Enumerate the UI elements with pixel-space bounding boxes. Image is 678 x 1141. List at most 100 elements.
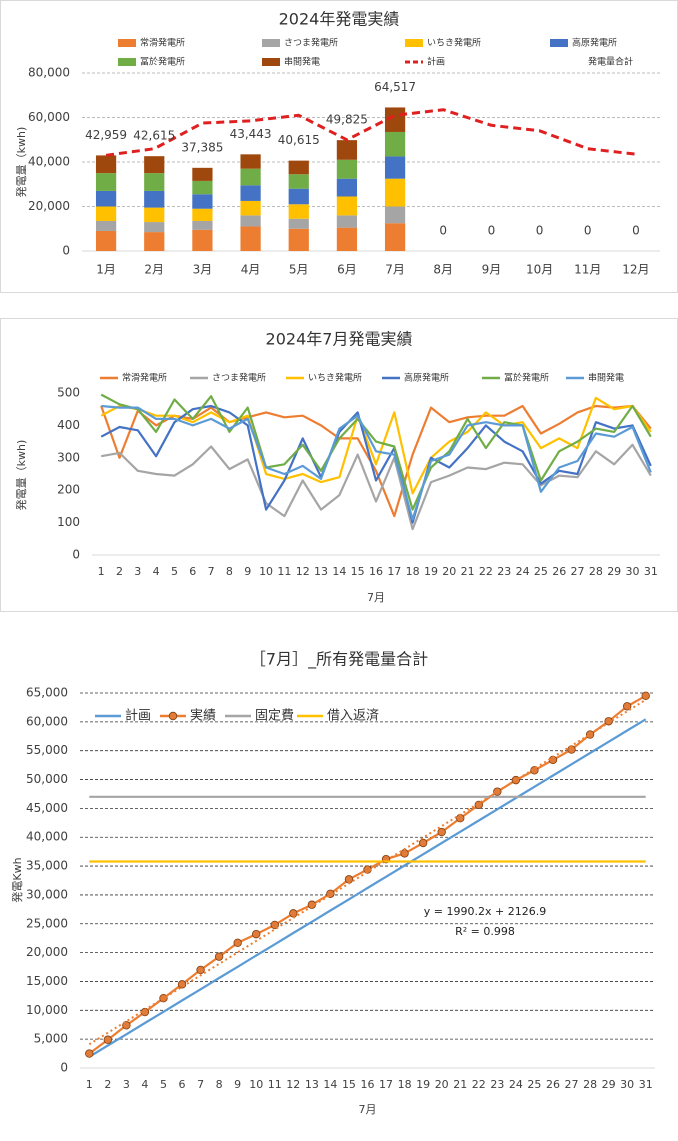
x-tick-label: 24 xyxy=(509,1078,523,1091)
bar-segment xyxy=(240,226,261,251)
data-point xyxy=(474,800,483,810)
legend-label: いちき発電所 xyxy=(308,372,362,384)
x-tick-label: 21 xyxy=(461,565,475,578)
bar-segment xyxy=(192,229,213,251)
x-tick-label: 8月 xyxy=(433,263,453,277)
data-point xyxy=(437,827,446,837)
data-point xyxy=(177,980,187,989)
y-tick-label: 5,000 xyxy=(34,1032,68,1046)
legend-label: さつま発電所 xyxy=(212,372,266,384)
x-tick-label: 27 xyxy=(571,565,585,578)
data-label: 42,615 xyxy=(133,129,175,143)
legend-swatch xyxy=(118,39,136,47)
data-point xyxy=(159,993,168,1003)
data-label: 0 xyxy=(439,224,447,238)
x-tick-label: 17 xyxy=(387,565,401,578)
legend-label: 計画 xyxy=(125,708,151,724)
legend-label: 串間発電 xyxy=(588,372,624,384)
x-tick-label: 2月 xyxy=(144,263,164,277)
bar-segment xyxy=(384,178,406,207)
legend-swatch xyxy=(118,58,136,66)
y-tick-label: 60,000 xyxy=(26,714,68,728)
x-tick-label: 1 xyxy=(86,1078,93,1091)
data-point xyxy=(196,965,205,975)
y-tick-label: 35,000 xyxy=(26,859,68,873)
legend-label: 高原発電所 xyxy=(572,37,617,49)
data-label: 0 xyxy=(584,224,592,238)
data-label: 42,959 xyxy=(85,128,127,142)
x-tick-label: 25 xyxy=(534,565,548,578)
x-tick-label: 10月 xyxy=(526,263,553,277)
x-tick-label: 2 xyxy=(116,565,123,578)
bar-segment xyxy=(95,230,117,251)
legend-label: 冨於発電所 xyxy=(504,372,549,384)
x-tick-label: 20 xyxy=(435,1078,449,1091)
x-tick-label: 3 xyxy=(123,1078,130,1091)
x-tick-label: 28 xyxy=(589,565,603,578)
x-axis-label: 7月 xyxy=(359,1103,377,1116)
data-label: 0 xyxy=(488,224,496,238)
x-tick-label: 18 xyxy=(398,1078,412,1091)
line-series xyxy=(101,443,652,531)
legend-label: 串間発電 xyxy=(284,56,320,68)
bar-segment xyxy=(336,159,358,179)
bar-segment xyxy=(384,156,406,179)
y-tick-label: 20,000 xyxy=(28,199,70,213)
line-series xyxy=(100,404,652,524)
data-label: 64,517 xyxy=(374,80,416,94)
bar-segment xyxy=(288,188,309,205)
trendline-equation: y = 1990.2x + 2126.9 xyxy=(424,905,546,918)
legend-swatch xyxy=(550,39,568,47)
data-label: 0 xyxy=(632,224,640,238)
x-tick-label: 22 xyxy=(479,565,493,578)
x-tick-label: 7月 xyxy=(385,263,405,277)
x-tick-label: 17 xyxy=(379,1078,393,1091)
data-point xyxy=(252,929,261,939)
x-tick-label: 4 xyxy=(153,565,160,578)
x-tick-label: 7 xyxy=(197,1078,204,1091)
x-tick-label: 2 xyxy=(104,1078,111,1091)
data-point xyxy=(85,1049,94,1058)
bar-segment xyxy=(288,218,309,229)
bar-segment xyxy=(192,208,213,221)
bar-segment xyxy=(288,204,309,219)
x-tick-label: 9 xyxy=(234,1078,241,1091)
data-label: 0 xyxy=(536,224,544,238)
bar-segment xyxy=(192,194,213,209)
x-tick-label: 5月 xyxy=(289,263,309,277)
line-series xyxy=(88,694,647,1055)
bar-segment xyxy=(95,155,117,174)
y-tick-label: 40,000 xyxy=(26,830,68,844)
data-label: 40,615 xyxy=(278,133,320,147)
bar-segment xyxy=(288,228,309,251)
y-tick-label: 20,000 xyxy=(26,945,68,959)
data-point xyxy=(289,909,298,918)
bar-segment xyxy=(144,207,165,223)
bar-segment xyxy=(336,215,358,228)
data-point xyxy=(233,938,242,948)
data-point xyxy=(585,730,595,739)
x-tick-label: 28 xyxy=(583,1078,597,1091)
line-series xyxy=(105,108,637,157)
bar-segment xyxy=(240,168,261,186)
x-tick-label: 13 xyxy=(314,565,328,578)
data-label: 37,385 xyxy=(181,140,223,154)
bar-segment xyxy=(95,173,117,191)
x-tick-label: 11 xyxy=(268,1078,282,1091)
x-tick-label: 1月 xyxy=(96,263,116,277)
x-tick-label: 11月 xyxy=(574,263,601,277)
y-axis-label: 発電Kwh xyxy=(10,857,24,902)
legend-label: いちき発電所 xyxy=(427,37,481,49)
y-tick-label: 80,000 xyxy=(28,66,70,80)
legend-swatch xyxy=(262,39,280,47)
x-tick-label: 15 xyxy=(351,565,365,578)
y-tick-label: 55,000 xyxy=(26,743,68,757)
data-point xyxy=(418,838,428,848)
x-tick-label: 21 xyxy=(453,1078,467,1091)
x-tick-label: 25 xyxy=(527,1078,541,1091)
trendline xyxy=(88,698,647,1046)
bar-segment xyxy=(336,178,358,197)
data-point xyxy=(344,875,354,884)
bar-segment xyxy=(144,222,165,233)
